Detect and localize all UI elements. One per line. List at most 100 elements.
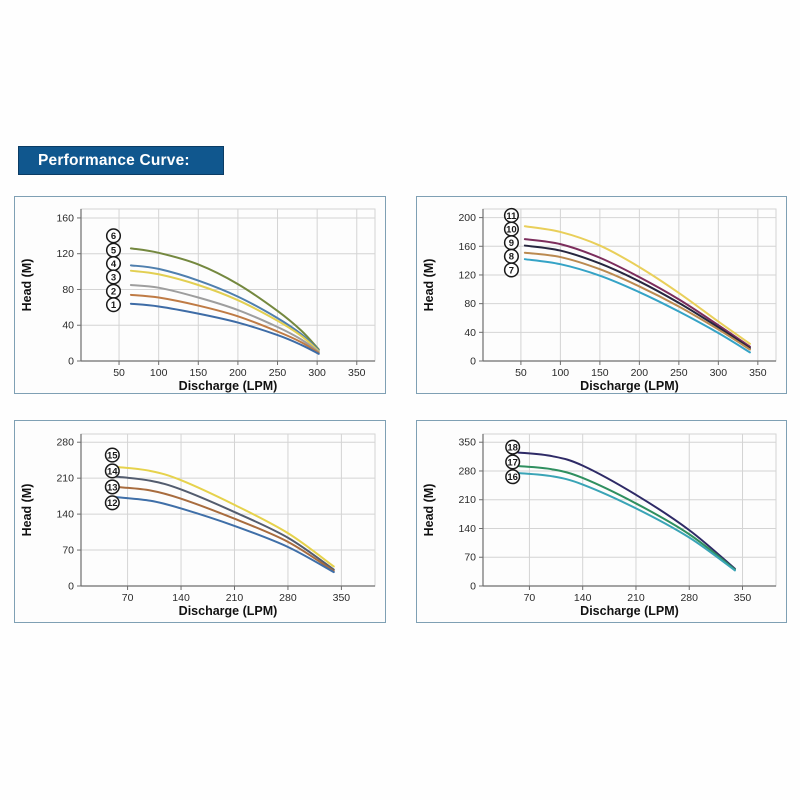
curve-15 [115, 465, 335, 568]
x-tick-label: 70 [524, 592, 536, 604]
x-tick-label: 140 [574, 592, 592, 604]
legend-number-17: 17 [507, 457, 518, 468]
x-tick-label: 350 [749, 367, 767, 379]
y-tick-label: 40 [62, 320, 74, 332]
legend-number-8: 8 [509, 252, 514, 263]
chart-panel-top-left: 50 100 150 200 250 300 350 0 40 80 120 160 Discharge… [14, 196, 386, 394]
legend-circle-18 [505, 439, 521, 455]
y-tick-label: 0 [470, 356, 476, 368]
legend-number-18: 18 [507, 443, 518, 454]
curve-9 [523, 244, 751, 350]
legend-number-6: 6 [111, 231, 116, 242]
y-tick-label: 80 [464, 298, 476, 310]
performance-chart-pumps-7-11: 50 100 150 200 250 300 35004080120160200Discha… [422, 207, 777, 393]
curve-16 [517, 472, 736, 572]
y-tick-label: 0 [470, 581, 476, 593]
x-tick-label: 100 [150, 367, 168, 379]
x-tick-label: 300 [308, 367, 326, 379]
x-axis-title: Discharge (LPM) [179, 379, 278, 393]
x-tick-label: 250 [269, 367, 287, 379]
x-tick-label: 280 [279, 592, 297, 604]
x-tick-label: 150 [591, 367, 609, 379]
curve-6 [129, 247, 320, 351]
section-title: Performance Curve: [18, 146, 224, 175]
y-tick-label: 0 [68, 581, 74, 593]
curve-18 [517, 451, 736, 570]
y-tick-label: 280 [56, 437, 74, 449]
legend-number-16: 16 [507, 472, 518, 483]
y-tick-label: 210 [458, 494, 476, 506]
chart-panel-bottom-right: 70 140 210 280 350 0 70 140 210 280 350 Discharge (… [416, 420, 787, 623]
legend-circle-1 [105, 297, 122, 313]
legend-circle-7 [503, 262, 519, 278]
curve-7 [523, 258, 751, 354]
legend-number-7: 7 [509, 265, 514, 276]
curve-1 [129, 302, 320, 355]
legend-number-12: 12 [107, 498, 118, 509]
y-axis-title: Head (M) [422, 259, 436, 312]
plot-frame [482, 433, 777, 587]
x-tick-label: 350 [734, 592, 752, 604]
legend-number-1: 1 [111, 300, 117, 311]
x-tick-label: 200 [229, 367, 247, 379]
curve-14 [115, 475, 335, 571]
y-tick-label: 140 [56, 509, 74, 521]
x-tick-label: 150 [190, 367, 208, 379]
curve-8 [523, 251, 751, 351]
legend-number-4: 4 [111, 259, 117, 270]
legend-number-13: 13 [107, 482, 118, 493]
x-tick-label: 100 [552, 367, 570, 379]
x-axis-title: Discharge (LPM) [179, 604, 278, 618]
legend-circle-12 [104, 495, 120, 511]
curve-12 [115, 496, 335, 574]
y-tick-label: 350 [458, 437, 476, 449]
performance-chart-pumps-1-6: 50 100 150 200 250 300 350 0 40 80 120 160 Discharge… [20, 208, 376, 393]
y-tick-label: 120 [56, 248, 74, 260]
x-tick-label: 200 [631, 367, 649, 379]
curve-2 [129, 293, 320, 354]
y-tick-label: 200 [458, 212, 476, 224]
x-tick-label: 140 [172, 592, 190, 604]
x-tick-label: 250 [670, 367, 688, 379]
plot-frame [80, 208, 376, 362]
legend-circle-15 [104, 447, 120, 463]
curve-13 [115, 485, 335, 573]
y-tick-label: 70 [62, 545, 74, 557]
y-tick-label: 160 [56, 212, 74, 224]
x-tick-label: 50 [113, 367, 125, 379]
x-tick-label: 280 [680, 592, 698, 604]
y-tick-label: 160 [458, 241, 476, 253]
x-axis-title: Discharge (LPM) [580, 604, 679, 618]
curve-5 [129, 264, 320, 352]
legend-number-2: 2 [111, 287, 116, 298]
x-tick-label: 350 [348, 367, 366, 379]
x-tick-label: 300 [710, 367, 728, 379]
legend-number-10: 10 [506, 224, 517, 235]
curve-4 [129, 269, 320, 353]
legend-number-9: 9 [509, 238, 514, 249]
legend-number-3: 3 [111, 272, 116, 283]
curve-10 [523, 238, 751, 348]
curve-3 [129, 284, 320, 354]
y-axis-title: Head (M) [422, 484, 436, 537]
y-tick-label: 40 [464, 327, 476, 339]
legend-number-11: 11 [506, 211, 517, 222]
legend-number-14: 14 [107, 466, 118, 477]
legend-number-5: 5 [111, 246, 117, 257]
y-tick-label: 0 [68, 356, 74, 368]
y-tick-label: 120 [458, 269, 476, 281]
y-tick-label: 280 [458, 465, 476, 477]
x-tick-label: 210 [627, 592, 645, 604]
y-tick-label: 140 [458, 523, 476, 535]
chart-panel-top-right: 50 100 150 200 250 300 350 0 40 80 120 160 200 Discha… [416, 196, 787, 394]
chart-panel-bottom-left: 70 140 210 280 350 0 70 140 210 280 Discharge (LPM… [14, 420, 386, 623]
x-tick-label: 210 [226, 592, 244, 604]
x-axis-title: Discharge (LPM) [580, 379, 679, 393]
legend-number-15: 15 [107, 450, 118, 461]
y-axis-title: Head (M) [20, 484, 34, 537]
y-axis-title: Head (M) [20, 259, 34, 312]
x-tick-label: 70 [122, 592, 134, 604]
performance-chart-pumps-16-18: 70 140 210 280 350 0 70 140 210 280 350 Discharge (… [422, 433, 777, 618]
